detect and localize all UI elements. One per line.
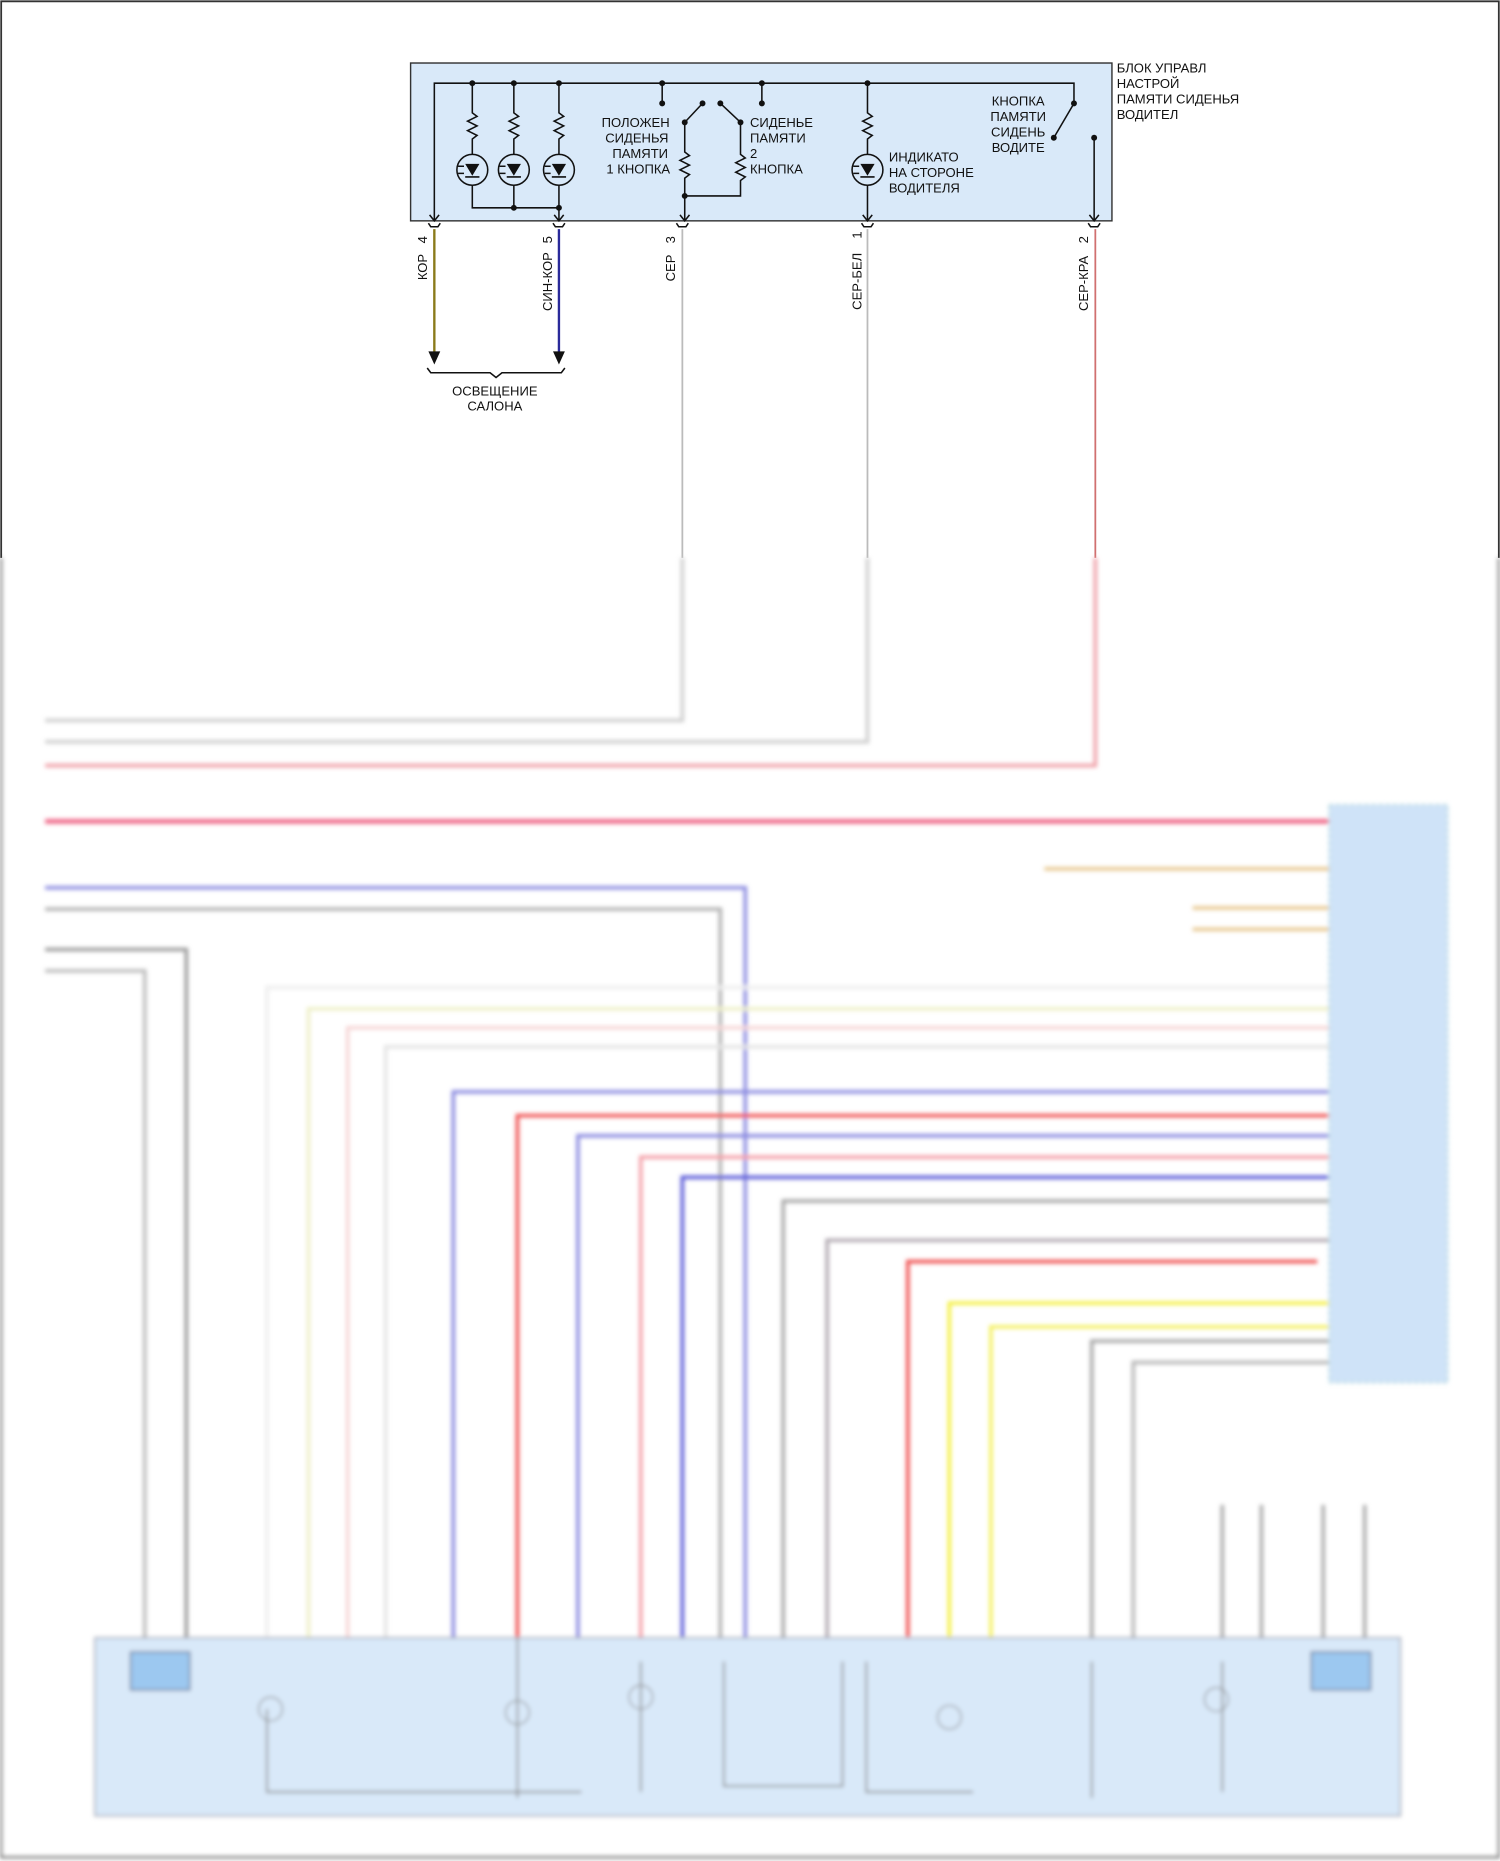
blurred-lower-diagram bbox=[0, 557, 1500, 1859]
interior-lighting-label: САЛОНА bbox=[467, 399, 522, 414]
switch2-label: СИДЕНЬЕ bbox=[750, 115, 813, 130]
wire-label: КОР bbox=[415, 254, 430, 281]
wire-label: СЕР bbox=[663, 254, 678, 281]
switch2-label: ПАМЯТИ bbox=[750, 131, 806, 146]
driver-button-label: СИДЕНЬ bbox=[991, 125, 1045, 140]
unit-title: ВОДИТЕЛ bbox=[1117, 107, 1179, 122]
interior-lighting-label: ОСВЕЩЕНИЕ bbox=[452, 383, 538, 398]
wire-label: СИН-КОР bbox=[540, 252, 555, 311]
unit-title: БЛОК УПРАВЛ bbox=[1117, 61, 1207, 76]
driver-button-label: ВОДИТЕ bbox=[992, 140, 1045, 155]
switch1-label: 1 КНОПКА bbox=[606, 161, 670, 176]
driver-memory-button bbox=[1050, 100, 1098, 221]
memory-switches bbox=[659, 80, 765, 221]
indicator-label: ВОДИТЕЛЯ bbox=[889, 180, 960, 195]
driver-button-label: ПАМЯТИ bbox=[990, 109, 1046, 124]
switch2-label: 2 bbox=[750, 146, 757, 161]
switch2-label: КНОПКА bbox=[750, 161, 803, 176]
led-icon bbox=[497, 153, 531, 187]
pin-number: 4 bbox=[415, 236, 430, 243]
wire-label: СЕР-КРА bbox=[1076, 255, 1091, 311]
pin-number: 3 bbox=[663, 236, 678, 243]
pin-number: 2 bbox=[1076, 236, 1091, 243]
arrow-icon bbox=[428, 351, 565, 365]
led-icon bbox=[456, 153, 489, 187]
wire-label: СЕР-БЕЛ bbox=[850, 253, 865, 310]
bracket bbox=[426, 367, 566, 379]
switch1-label: СИДЕНЬЯ bbox=[605, 131, 668, 146]
harness-wires bbox=[426, 229, 1097, 558]
switch1-label: ПОЛОЖЕН bbox=[602, 115, 670, 130]
page-border bbox=[0, 0, 1500, 558]
pin-number: 5 bbox=[540, 236, 555, 243]
led-icon bbox=[542, 153, 576, 187]
unit-title: НАСТРОЙ bbox=[1117, 76, 1180, 91]
indicator-label: НА СТОРОНЕ bbox=[889, 165, 974, 180]
led-icon bbox=[851, 153, 884, 187]
pin-number: 1 bbox=[850, 231, 865, 238]
unit-title: ПАМЯТИ СИДЕНЬЯ bbox=[1117, 91, 1240, 106]
driver-button-label: КНОПКА bbox=[992, 94, 1045, 109]
seat-memory-control-unit: ПОЛОЖЕН СИДЕНЬЯ ПАМЯТИ 1 КНОПКА СИДЕНЬЕ … bbox=[409, 62, 1113, 228]
driver-indicator bbox=[851, 80, 884, 221]
switch1-label: ПАМЯТИ bbox=[612, 146, 668, 161]
indicator-label: ИНДИКАТО bbox=[889, 150, 959, 165]
led-group bbox=[456, 80, 576, 221]
